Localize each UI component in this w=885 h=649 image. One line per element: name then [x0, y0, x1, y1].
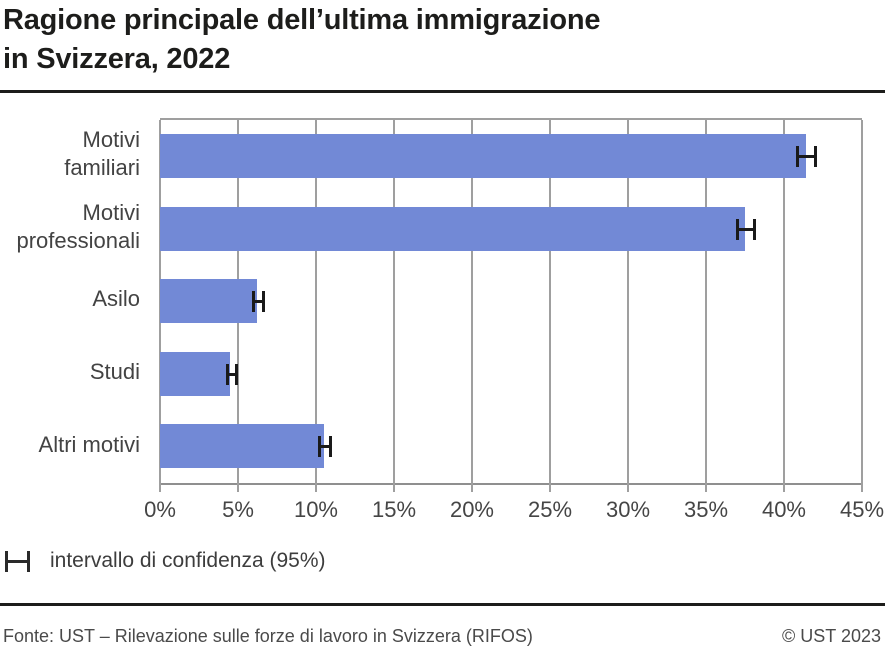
gridline — [705, 120, 707, 492]
x-tick-label: 15% — [371, 497, 417, 522]
chart-title: Ragione principale dell’ultima immigrazi… — [3, 4, 601, 75]
confidence-interval-errorbar — [225, 363, 238, 385]
bar-row — [160, 338, 862, 411]
confidence-interval-errorbar — [735, 218, 756, 240]
category-axis-labels: Motivi familiari Motivi professionali Asil… — [0, 118, 140, 481]
source-note: Fonte: UST – Rilevazione sulle forze di … — [3, 626, 533, 646]
bar-row — [160, 193, 862, 266]
plot-area — [159, 118, 863, 492]
category-label: Studi — [89, 359, 140, 385]
copyright-note: © UST 2023 — [782, 626, 881, 646]
bar-asilo — [160, 279, 257, 324]
confidence-interval-icon — [5, 550, 30, 572]
gridline — [470, 120, 473, 492]
legend: intervallo di confidenza (95%) — [5, 549, 325, 573]
gridline — [549, 120, 551, 492]
gridline — [782, 120, 785, 492]
x-tick-label: 0% — [144, 497, 176, 522]
x-tick-label: 35% — [683, 497, 729, 522]
bar-row — [160, 410, 862, 483]
title-divider — [0, 90, 885, 93]
footer: Fonte: UST – Rilevazione sulle forze di … — [3, 626, 881, 647]
x-tick-label: 20% — [449, 497, 494, 522]
bar-row — [160, 120, 862, 193]
category-label: Motivi familiari — [64, 127, 140, 181]
confidence-interval-errorbar — [252, 291, 265, 313]
x-tick-label: 45% — [839, 497, 885, 522]
category-label: Altri motivi — [38, 431, 140, 457]
legend-label: intervallo di confidenza (95%) — [50, 549, 326, 572]
x-tick-label: 40% — [761, 497, 806, 522]
bar-row — [160, 265, 862, 338]
confidence-interval-errorbar — [317, 436, 332, 458]
bar-altri-motivi — [160, 424, 324, 469]
bar-motivi-professionali — [160, 206, 745, 251]
gridline — [627, 120, 629, 492]
bar-studi — [160, 351, 231, 396]
x-tick-label: 30% — [605, 497, 651, 522]
gridline — [314, 120, 317, 492]
confidence-interval-errorbar — [796, 146, 817, 167]
category-label: Motivi professionali — [16, 199, 140, 253]
x-tick-label: 25% — [527, 497, 573, 522]
bar-motivi-familiari — [160, 134, 806, 178]
gridline — [393, 120, 395, 492]
footer-divider — [0, 603, 885, 606]
x-tick-label: 5% — [222, 497, 254, 522]
gridline — [861, 120, 863, 492]
x-tick-label: 10% — [293, 497, 338, 522]
category-label: Asilo — [92, 286, 140, 312]
